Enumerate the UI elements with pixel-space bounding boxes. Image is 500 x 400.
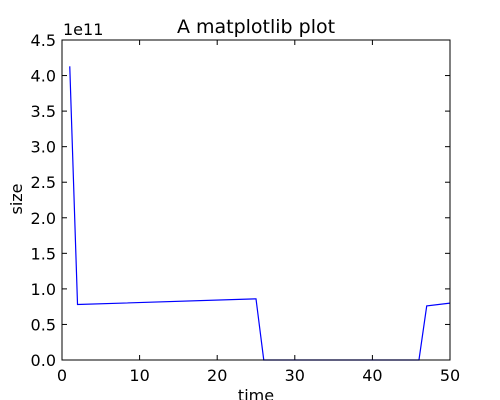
y-tick-label: 3.0: [31, 138, 56, 157]
y-offset-label: 1e11: [63, 20, 103, 39]
y-tick-label: 3.5: [31, 102, 56, 121]
plot-frame: [61, 39, 451, 361]
x-tick-label: 30: [285, 366, 305, 385]
x-tick-label: 40: [362, 366, 382, 385]
y-tick-label: 4.0: [31, 67, 56, 86]
y-tick-label: 2.5: [31, 173, 56, 192]
x-tick-label: 10: [129, 366, 149, 385]
y-tick-label: 0.5: [31, 315, 56, 334]
y-tick-label: 0.0: [31, 351, 56, 370]
x-tick-label: 0: [57, 366, 67, 385]
y-tick-label: 2.0: [31, 209, 56, 228]
y-tick-label: 4.5: [31, 31, 56, 50]
y-axis-label: size: [7, 183, 26, 214]
x-axis-label: time: [238, 386, 274, 400]
x-tick-label: 20: [207, 366, 227, 385]
y-tick-label: 1.0: [31, 280, 56, 299]
y-tick-label: 1.5: [31, 244, 56, 263]
tick-labels-layer: 0 10 20 30 40 50 0.0 0.5 1.0 1.5 2.0 2.5 3.0 3.5 4.0 4.…: [31, 31, 461, 385]
x-tick-label: 50: [440, 366, 460, 385]
chart-title: A matplotlib plot: [177, 16, 335, 38]
